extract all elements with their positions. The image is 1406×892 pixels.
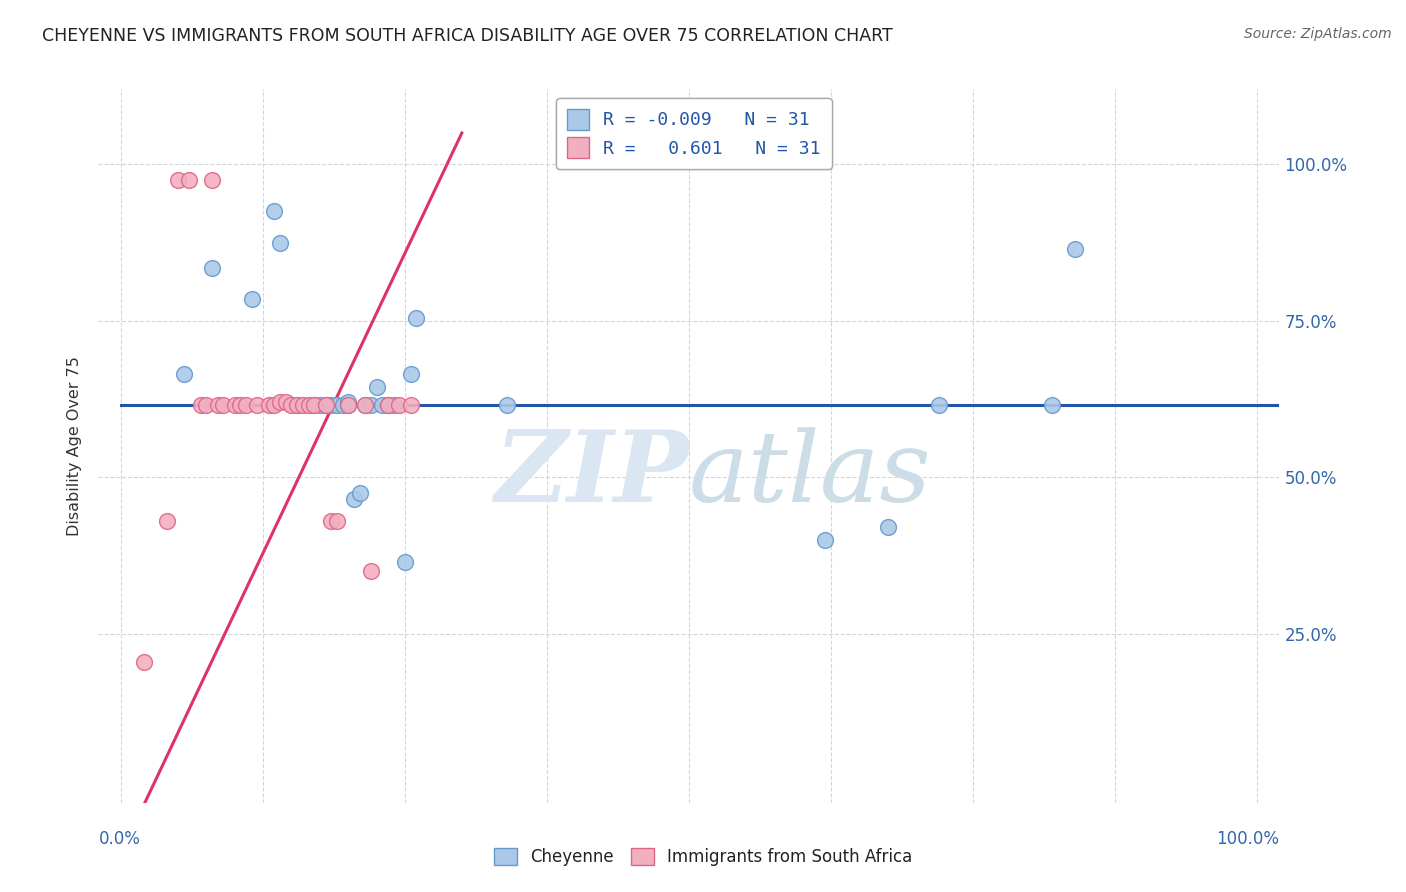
Point (326, 398, 349, 412)
Point (496, 398, 519, 412)
Point (201, 173, 224, 187)
Point (326, 514, 349, 528)
Point (190, 398, 212, 412)
Point (349, 486, 371, 500)
Point (201, 260, 224, 275)
Point (235, 398, 257, 412)
Point (280, 398, 302, 412)
Point (360, 398, 382, 412)
Y-axis label: Disability Age Over 75: Disability Age Over 75 (67, 356, 83, 536)
Point (155, 514, 177, 528)
Point (388, 398, 411, 412)
Point (382, 398, 405, 412)
Point (240, 292, 263, 306)
Point (207, 398, 229, 412)
Point (377, 398, 399, 412)
Point (291, 398, 314, 412)
Point (315, 398, 337, 412)
Point (337, 398, 360, 412)
Point (876, 520, 898, 534)
Point (167, 173, 190, 187)
Point (354, 398, 377, 412)
Point (195, 398, 218, 412)
Point (377, 398, 399, 412)
Point (173, 367, 195, 381)
Point (928, 398, 950, 412)
Text: Source: ZipAtlas.com: Source: ZipAtlas.com (1244, 27, 1392, 41)
Text: 100.0%: 100.0% (1216, 830, 1279, 847)
Point (405, 310, 427, 325)
Point (302, 398, 325, 412)
Point (321, 514, 343, 528)
Point (246, 398, 269, 412)
Point (257, 398, 280, 412)
Point (297, 398, 319, 412)
Point (269, 395, 291, 409)
Legend: R = -0.009   N = 31, R =   0.601   N = 31: R = -0.009 N = 31, R = 0.601 N = 31 (557, 98, 831, 169)
Point (229, 398, 252, 412)
Point (360, 564, 382, 578)
Point (371, 398, 394, 412)
Point (399, 367, 422, 381)
Legend: Cheyenne, Immigrants from South Africa: Cheyenne, Immigrants from South Africa (485, 840, 921, 875)
Point (315, 398, 337, 412)
Text: CHEYENNE VS IMMIGRANTS FROM SOUTH AFRICA DISABILITY AGE OVER 75 CORRELATION CHAR: CHEYENNE VS IMMIGRANTS FROM SOUTH AFRICA… (42, 27, 893, 45)
Point (308, 398, 332, 412)
Point (394, 555, 416, 569)
Point (343, 492, 366, 507)
Point (1040, 398, 1063, 412)
Point (399, 398, 422, 412)
Point (285, 398, 308, 412)
Point (179, 173, 201, 187)
Text: 0.0%: 0.0% (98, 830, 141, 847)
Text: ZIP: ZIP (494, 426, 689, 523)
Point (302, 398, 325, 412)
Point (224, 398, 246, 412)
Point (321, 398, 343, 412)
Point (337, 395, 360, 409)
Point (263, 204, 285, 219)
Point (814, 533, 837, 547)
Point (285, 398, 308, 412)
Point (263, 398, 285, 412)
Point (132, 655, 155, 669)
Point (332, 398, 354, 412)
Point (337, 398, 360, 412)
Point (212, 398, 235, 412)
Point (269, 235, 291, 250)
Point (366, 379, 388, 393)
Point (354, 398, 377, 412)
Point (1064, 242, 1087, 256)
Text: atlas: atlas (689, 427, 932, 522)
Point (274, 395, 297, 409)
